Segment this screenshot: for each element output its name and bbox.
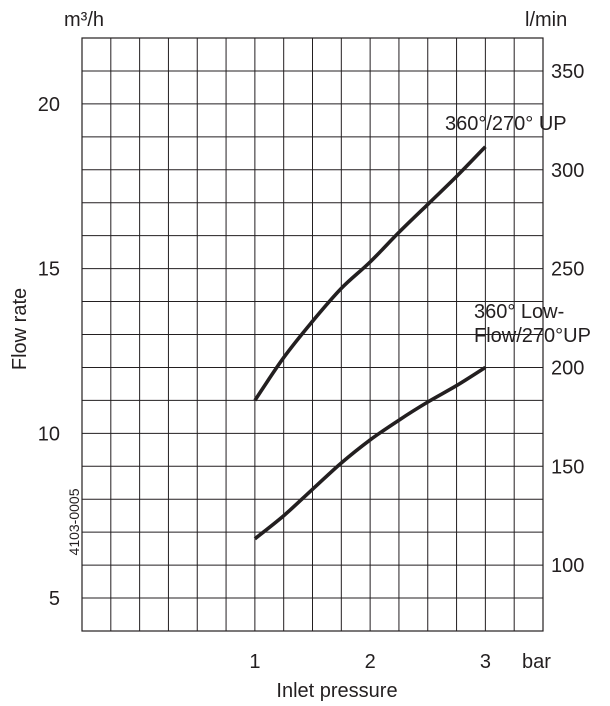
series-line-2 — [253, 365, 487, 541]
x-tick-label: 2 — [365, 651, 376, 673]
grid — [81, 37, 544, 632]
y-right-tick-label: 200 — [551, 357, 584, 379]
y-right-tick-label: 250 — [551, 259, 584, 281]
series-label-line: 360° Low- — [474, 301, 564, 323]
x-axis-label: Inlet pressure — [276, 680, 397, 702]
series-label-1: 360°/270° UP — [445, 113, 567, 135]
y-axis-label: Flow rate — [9, 288, 31, 370]
y-right-tick-label: 100 — [551, 555, 584, 577]
y-left-tick-label: 10 — [38, 423, 60, 445]
series-label-line: Flow/270°UP — [474, 325, 591, 347]
figure-code: 4103-0005 — [66, 488, 82, 555]
y-left-tick-label: 20 — [38, 94, 60, 116]
y-left-tick-label: 15 — [38, 259, 60, 281]
series-label-2: 360° Low-Flow/270°UP — [474, 301, 591, 347]
series-label-line: 360°/270° UP — [445, 113, 567, 135]
left-axis-unit: m³/h — [64, 9, 104, 31]
y-right-tick-label: 150 — [551, 456, 584, 478]
y-right-tick-label: 350 — [551, 61, 584, 83]
x-tick-label: 1 — [249, 651, 260, 673]
y-right-tick-label: 300 — [551, 160, 584, 182]
x-tick-label: 3 — [480, 651, 491, 673]
right-axis-unit: l/min — [525, 9, 567, 31]
series-line-1 — [253, 145, 487, 402]
plot-frame — [81, 37, 544, 632]
x-axis-unit: bar — [522, 651, 551, 673]
y-left-tick-label: 5 — [49, 588, 60, 610]
series-lines: 360°/270° UP 360° Low-Flow/270°UP — [253, 113, 591, 541]
tick-labels: 1 2 3 5 10 15 20 100 150 200 250 300 350 — [38, 61, 585, 673]
